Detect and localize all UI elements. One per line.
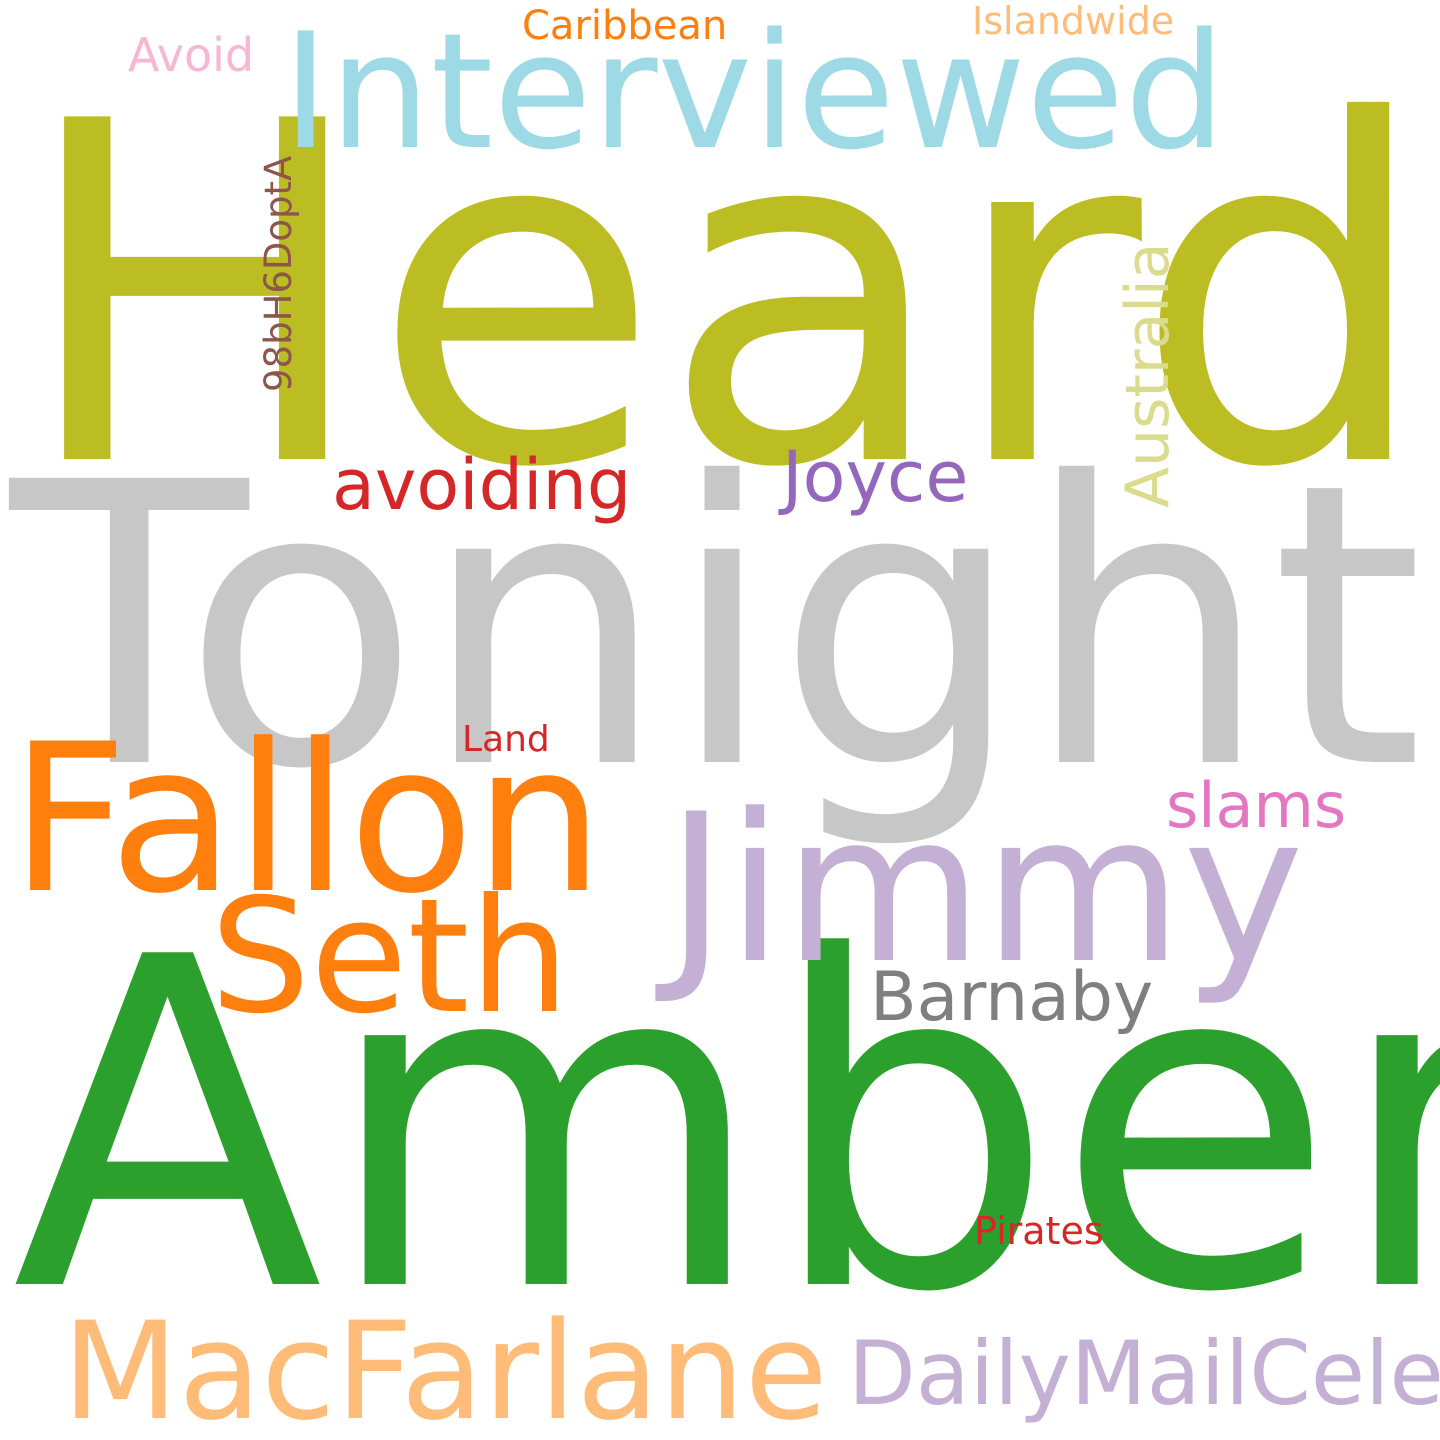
word-slams: slams [1166, 769, 1347, 842]
word-dailymailceleb: DailyMailCeleb [848, 1322, 1440, 1425]
word-jimmy: Jimmy [666, 771, 1305, 1009]
word-amber: Amber [12, 863, 1440, 1392]
word-tonight: Tonight [10, 400, 1424, 854]
word-avoid: Avoid [128, 28, 255, 82]
word-islandwide: Islandwide [972, 0, 1175, 43]
word-caribbean: Caribbean [522, 3, 728, 49]
word-barnaby: Barnaby [870, 958, 1154, 1037]
word-98bh6dopta: 98bH6DoptA [257, 155, 300, 392]
word-interviewed: Interviewed [282, 0, 1226, 185]
word-heard: Heard [18, 23, 1432, 570]
word-seth: Seth [210, 865, 570, 1049]
word-pirates: Pirates [974, 1209, 1104, 1253]
word-land: Land [462, 719, 550, 760]
word-macfarlane: MacFarlane [62, 1293, 828, 1440]
word-avoiding: avoiding [332, 444, 632, 526]
word-australia: Australia [1113, 242, 1183, 508]
word-fallon: Fallon [10, 701, 604, 939]
word-joyce: Joyce [782, 436, 969, 518]
